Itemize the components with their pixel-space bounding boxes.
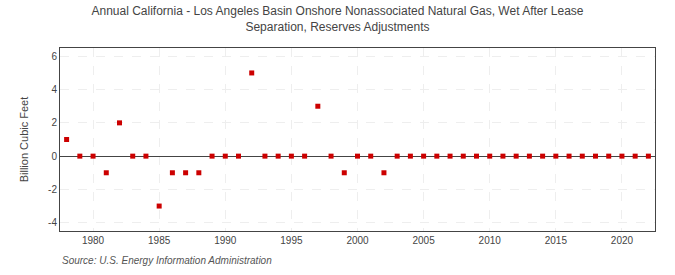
svg-text:1990: 1990 xyxy=(214,235,237,246)
svg-text:1995: 1995 xyxy=(280,235,303,246)
svg-text:Billion Cubic Feet: Billion Cubic Feet xyxy=(18,97,30,183)
svg-text:2: 2 xyxy=(51,117,57,128)
svg-text:4: 4 xyxy=(51,84,57,95)
svg-text:2010: 2010 xyxy=(479,235,502,246)
svg-text:2000: 2000 xyxy=(346,235,369,246)
svg-text:2015: 2015 xyxy=(545,235,568,246)
svg-text:-4: -4 xyxy=(48,217,57,228)
svg-text:Annual California - Los Angele: Annual California - Los Angeles Basin On… xyxy=(91,4,583,34)
svg-text:2005: 2005 xyxy=(412,235,435,246)
svg-text:2020: 2020 xyxy=(611,235,634,246)
svg-text:-2: -2 xyxy=(48,184,57,195)
svg-text:0: 0 xyxy=(51,151,57,162)
svg-text:1980: 1980 xyxy=(82,235,105,246)
svg-text:1985: 1985 xyxy=(148,235,171,246)
svg-text:Source: U.S. Energy Informatio: Source: U.S. Energy Information Administ… xyxy=(62,255,272,266)
svg-text:6: 6 xyxy=(51,51,57,62)
